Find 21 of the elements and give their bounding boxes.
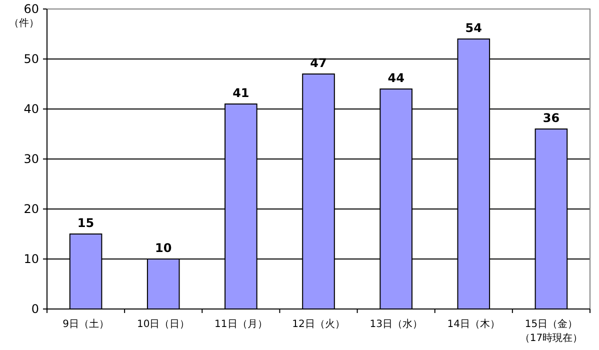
data-label: 54 [465, 21, 482, 35]
y-tick-label: 60 [24, 2, 39, 16]
x-tick-label: 9日（土） [62, 318, 109, 330]
y-tick-label: 30 [24, 152, 39, 166]
y-tick-label: 0 [31, 302, 39, 316]
y-tick-label: 10 [24, 252, 39, 266]
x-tick-label: 12日（火） [292, 318, 345, 330]
data-label: 15 [77, 216, 94, 230]
data-label: 10 [155, 241, 172, 255]
x-tick-label: 11日（月） [214, 319, 268, 330]
data-label: 44 [388, 71, 404, 85]
y-axis-title: （件） [9, 18, 39, 29]
y-tick-label: 40 [24, 102, 39, 116]
x-tick-label: 13日（水） [370, 318, 422, 330]
x-tick-label: 15日（金）（17時現在） [520, 318, 583, 344]
x-tick-label: 10日（日） [136, 319, 190, 330]
data-label: 41 [232, 86, 250, 100]
y-tick-label: 50 [24, 52, 39, 66]
data-label: 36 [542, 111, 560, 125]
y-tick-label: 20 [24, 202, 39, 216]
x-tick-label: 14日（木） [447, 318, 500, 330]
